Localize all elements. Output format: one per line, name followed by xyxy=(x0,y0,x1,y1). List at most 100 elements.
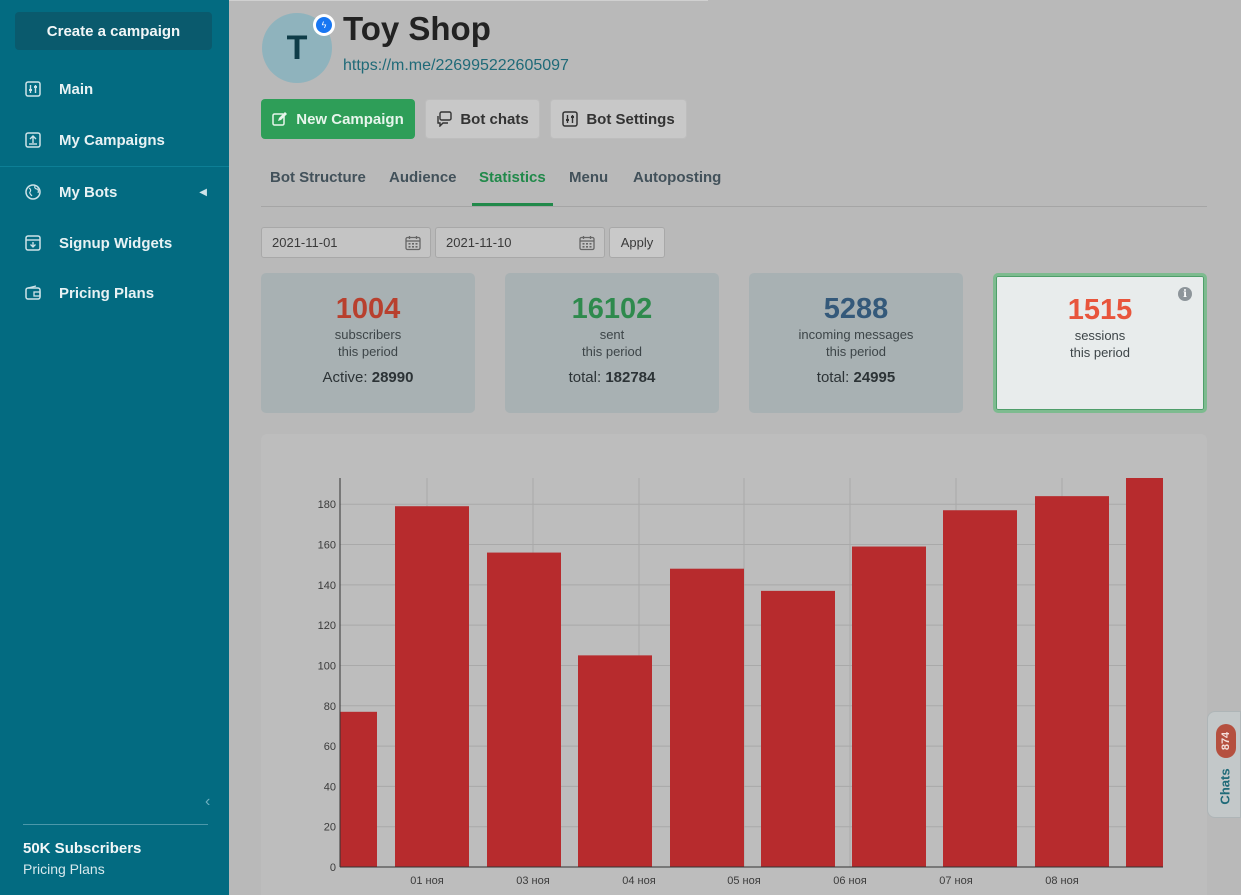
y-tick-label: 60 xyxy=(324,741,336,753)
x-tick-label: 05 ноя xyxy=(727,875,760,887)
stat-period: this period xyxy=(826,344,886,359)
chart-bar xyxy=(1126,478,1163,867)
chart-bar xyxy=(340,711,377,867)
avatar-letter: T xyxy=(286,28,308,67)
tab-autoposting[interactable]: Autoposting xyxy=(633,169,722,186)
chart-bar xyxy=(943,510,1017,867)
date-from-input[interactable]: 2021-11-01 xyxy=(261,227,431,258)
stat-label: incoming messages xyxy=(798,327,914,342)
stat-extra: total: 182784 xyxy=(505,369,719,386)
calendar-icon[interactable] xyxy=(579,235,595,254)
sidebar: Create a campaign Main My Campaigns My B… xyxy=(0,0,229,895)
stat-card-sent: 16102 sent this period total: 182784 xyxy=(505,273,719,413)
tab-menu[interactable]: Menu xyxy=(569,169,609,186)
caret-left-icon[interactable]: ◀ xyxy=(199,186,207,198)
chat-bubbles-icon xyxy=(436,111,453,127)
stat-card-subscribers: 1004 subscribers this period Active: 289… xyxy=(261,273,475,413)
edit-icon xyxy=(272,111,288,127)
y-tick-label: 80 xyxy=(324,701,336,713)
stat-card-incoming-messages: 5288 incoming messages this period total… xyxy=(749,273,963,413)
sidebar-item-main[interactable]: Main xyxy=(0,64,229,114)
page-title: Toy Shop xyxy=(343,10,491,47)
sidebar-footer-divider xyxy=(23,824,208,825)
sidebar-item-my-campaigns[interactable]: My Campaigns xyxy=(0,115,229,165)
date-from-value: 2021-11-01 xyxy=(272,235,338,250)
sidebar-item-label: My Bots xyxy=(59,183,118,201)
chats-count-badge: 874 xyxy=(1216,724,1236,758)
sidebar-item-pricing-plans[interactable]: Pricing Plans xyxy=(0,268,229,318)
x-tick-label: 01 ноя xyxy=(410,875,443,887)
y-tick-label: 0 xyxy=(330,862,336,874)
new-campaign-button[interactable]: New Campaign xyxy=(261,99,415,139)
stat-extra-value: 28990 xyxy=(371,369,414,386)
stat-value: 16102 xyxy=(571,293,653,325)
x-tick-label: 06 ноя xyxy=(833,875,866,887)
chart-bar xyxy=(761,590,835,867)
y-tick-label: 40 xyxy=(324,781,336,793)
stat-label: sessions xyxy=(1074,328,1126,343)
bot-settings-label: Bot Settings xyxy=(586,110,675,128)
date-to-input[interactable]: 2021-11-10 xyxy=(435,227,605,258)
calendar-icon[interactable] xyxy=(405,235,421,254)
messenger-icon: ϟ xyxy=(313,14,335,36)
chart-bar xyxy=(395,506,469,867)
stat-extra: Active: 28990 xyxy=(261,369,475,386)
bot-avatar: T xyxy=(262,13,332,83)
stat-period: this period xyxy=(582,344,642,359)
stat-period: this period xyxy=(1070,345,1130,360)
tab-statistics[interactable]: Statistics xyxy=(472,165,553,206)
sidebar-item-label: Main xyxy=(59,80,94,98)
chart-bar xyxy=(578,655,652,867)
bot-messenger-link[interactable]: https://m.me/226995222605097 xyxy=(343,57,569,74)
create-campaign-button[interactable]: Create a campaign xyxy=(15,12,212,50)
sidebar-item-my-bots[interactable]: My Bots ◀ xyxy=(0,167,229,217)
bot-tabs: Bot Structure Audience Statistics Menu A… xyxy=(261,165,1207,207)
stat-extra: total: 24995 xyxy=(749,369,963,386)
stat-card-sessions[interactable]: i 1515 sessions this period xyxy=(993,273,1207,413)
info-icon[interactable]: i xyxy=(1178,287,1192,301)
collapse-sidebar-icon[interactable]: ‹ xyxy=(205,793,211,810)
y-tick-label: 100 xyxy=(318,660,336,672)
stat-value: 5288 xyxy=(823,293,889,325)
new-campaign-label: New Campaign xyxy=(296,110,404,128)
apply-button[interactable]: Apply xyxy=(609,227,665,258)
chats-widget[interactable]: 874 Chats xyxy=(1207,711,1241,818)
sliders-icon xyxy=(24,80,42,98)
sidebar-divider xyxy=(0,166,229,167)
date-to-value: 2021-11-10 xyxy=(446,235,512,250)
y-tick-label: 20 xyxy=(324,822,336,834)
stat-value: 1004 xyxy=(335,293,401,325)
chart-bar xyxy=(487,552,561,867)
tab-bot-structure[interactable]: Bot Structure xyxy=(270,169,366,186)
sidebar-item-label: Pricing Plans xyxy=(59,284,155,302)
tab-audience[interactable]: Audience xyxy=(389,169,457,186)
stat-label: sent xyxy=(599,327,625,342)
bot-settings-button[interactable]: Bot Settings xyxy=(550,99,687,139)
globe-icon xyxy=(24,183,42,201)
sidebar-item-label: My Campaigns xyxy=(59,131,165,149)
wallet-icon xyxy=(24,284,42,302)
bot-chats-button[interactable]: Bot chats xyxy=(425,99,540,139)
stat-period: this period xyxy=(338,344,398,359)
bot-chats-label: Bot chats xyxy=(460,110,529,128)
pricing-plans-link[interactable]: Pricing Plans xyxy=(23,861,105,877)
stat-extra-label: total: xyxy=(568,369,602,386)
current-plan-title: 50K Subscribers xyxy=(23,840,142,857)
chart-bar xyxy=(852,546,926,867)
chart-bar xyxy=(1035,496,1109,867)
top-divider xyxy=(229,0,708,1)
sidebar-item-signup-widgets[interactable]: Signup Widgets xyxy=(0,218,229,268)
chart-bar xyxy=(670,568,744,867)
widget-icon xyxy=(24,234,42,252)
stat-value: 1515 xyxy=(1067,294,1133,326)
sidebar-item-label: Signup Widgets xyxy=(59,234,173,252)
x-tick-label: 03 ноя xyxy=(516,875,549,887)
y-tick-label: 120 xyxy=(318,620,336,632)
x-tick-label: 07 ноя xyxy=(939,875,972,887)
upload-tray-icon xyxy=(24,131,42,149)
stat-extra-value: 182784 xyxy=(605,369,656,386)
stat-extra-label: Active: xyxy=(322,369,368,386)
stat-extra-value: 24995 xyxy=(853,369,896,386)
y-tick-label: 140 xyxy=(318,580,336,592)
stat-extra-label: total: xyxy=(816,369,850,386)
